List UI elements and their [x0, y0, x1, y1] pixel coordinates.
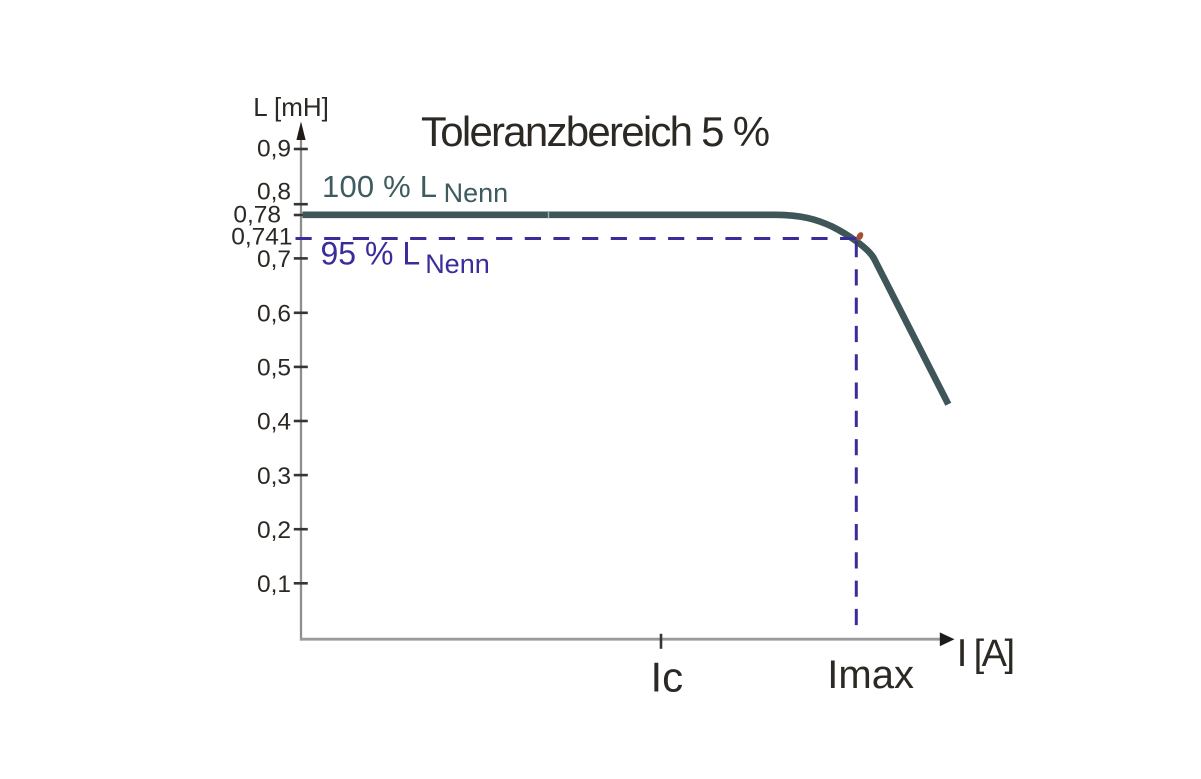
svg-text:L [mH]: L [mH] [253, 92, 329, 122]
svg-text:Imax: Imax [827, 653, 914, 697]
svg-text:Nenn: Nenn [444, 178, 509, 208]
svg-text:0,741: 0,741 [231, 224, 292, 251]
svg-text:0,6: 0,6 [257, 301, 291, 328]
svg-text:0,7: 0,7 [257, 246, 291, 273]
svg-text:0,1: 0,1 [257, 571, 291, 598]
svg-text:0,4: 0,4 [257, 409, 291, 436]
svg-text:I: I [957, 632, 968, 675]
svg-text:Ic: Ic [651, 654, 684, 701]
svg-text:Nenn: Nenn [425, 249, 490, 279]
svg-text:0,8: 0,8 [257, 178, 291, 205]
svg-text:Toleranzbereich 5 %: Toleranzbereich 5 % [421, 108, 769, 155]
svg-text:0,3: 0,3 [257, 463, 291, 490]
svg-text:100 % L: 100 % L [322, 169, 437, 204]
svg-text:95 % L: 95 % L [321, 236, 421, 272]
svg-text:0,5: 0,5 [257, 355, 291, 382]
svg-text:0,2: 0,2 [257, 517, 291, 544]
svg-text:0,9: 0,9 [257, 136, 291, 163]
svg-text:0,78: 0,78 [233, 202, 281, 229]
svg-text:[A]: [A] [974, 633, 1013, 675]
